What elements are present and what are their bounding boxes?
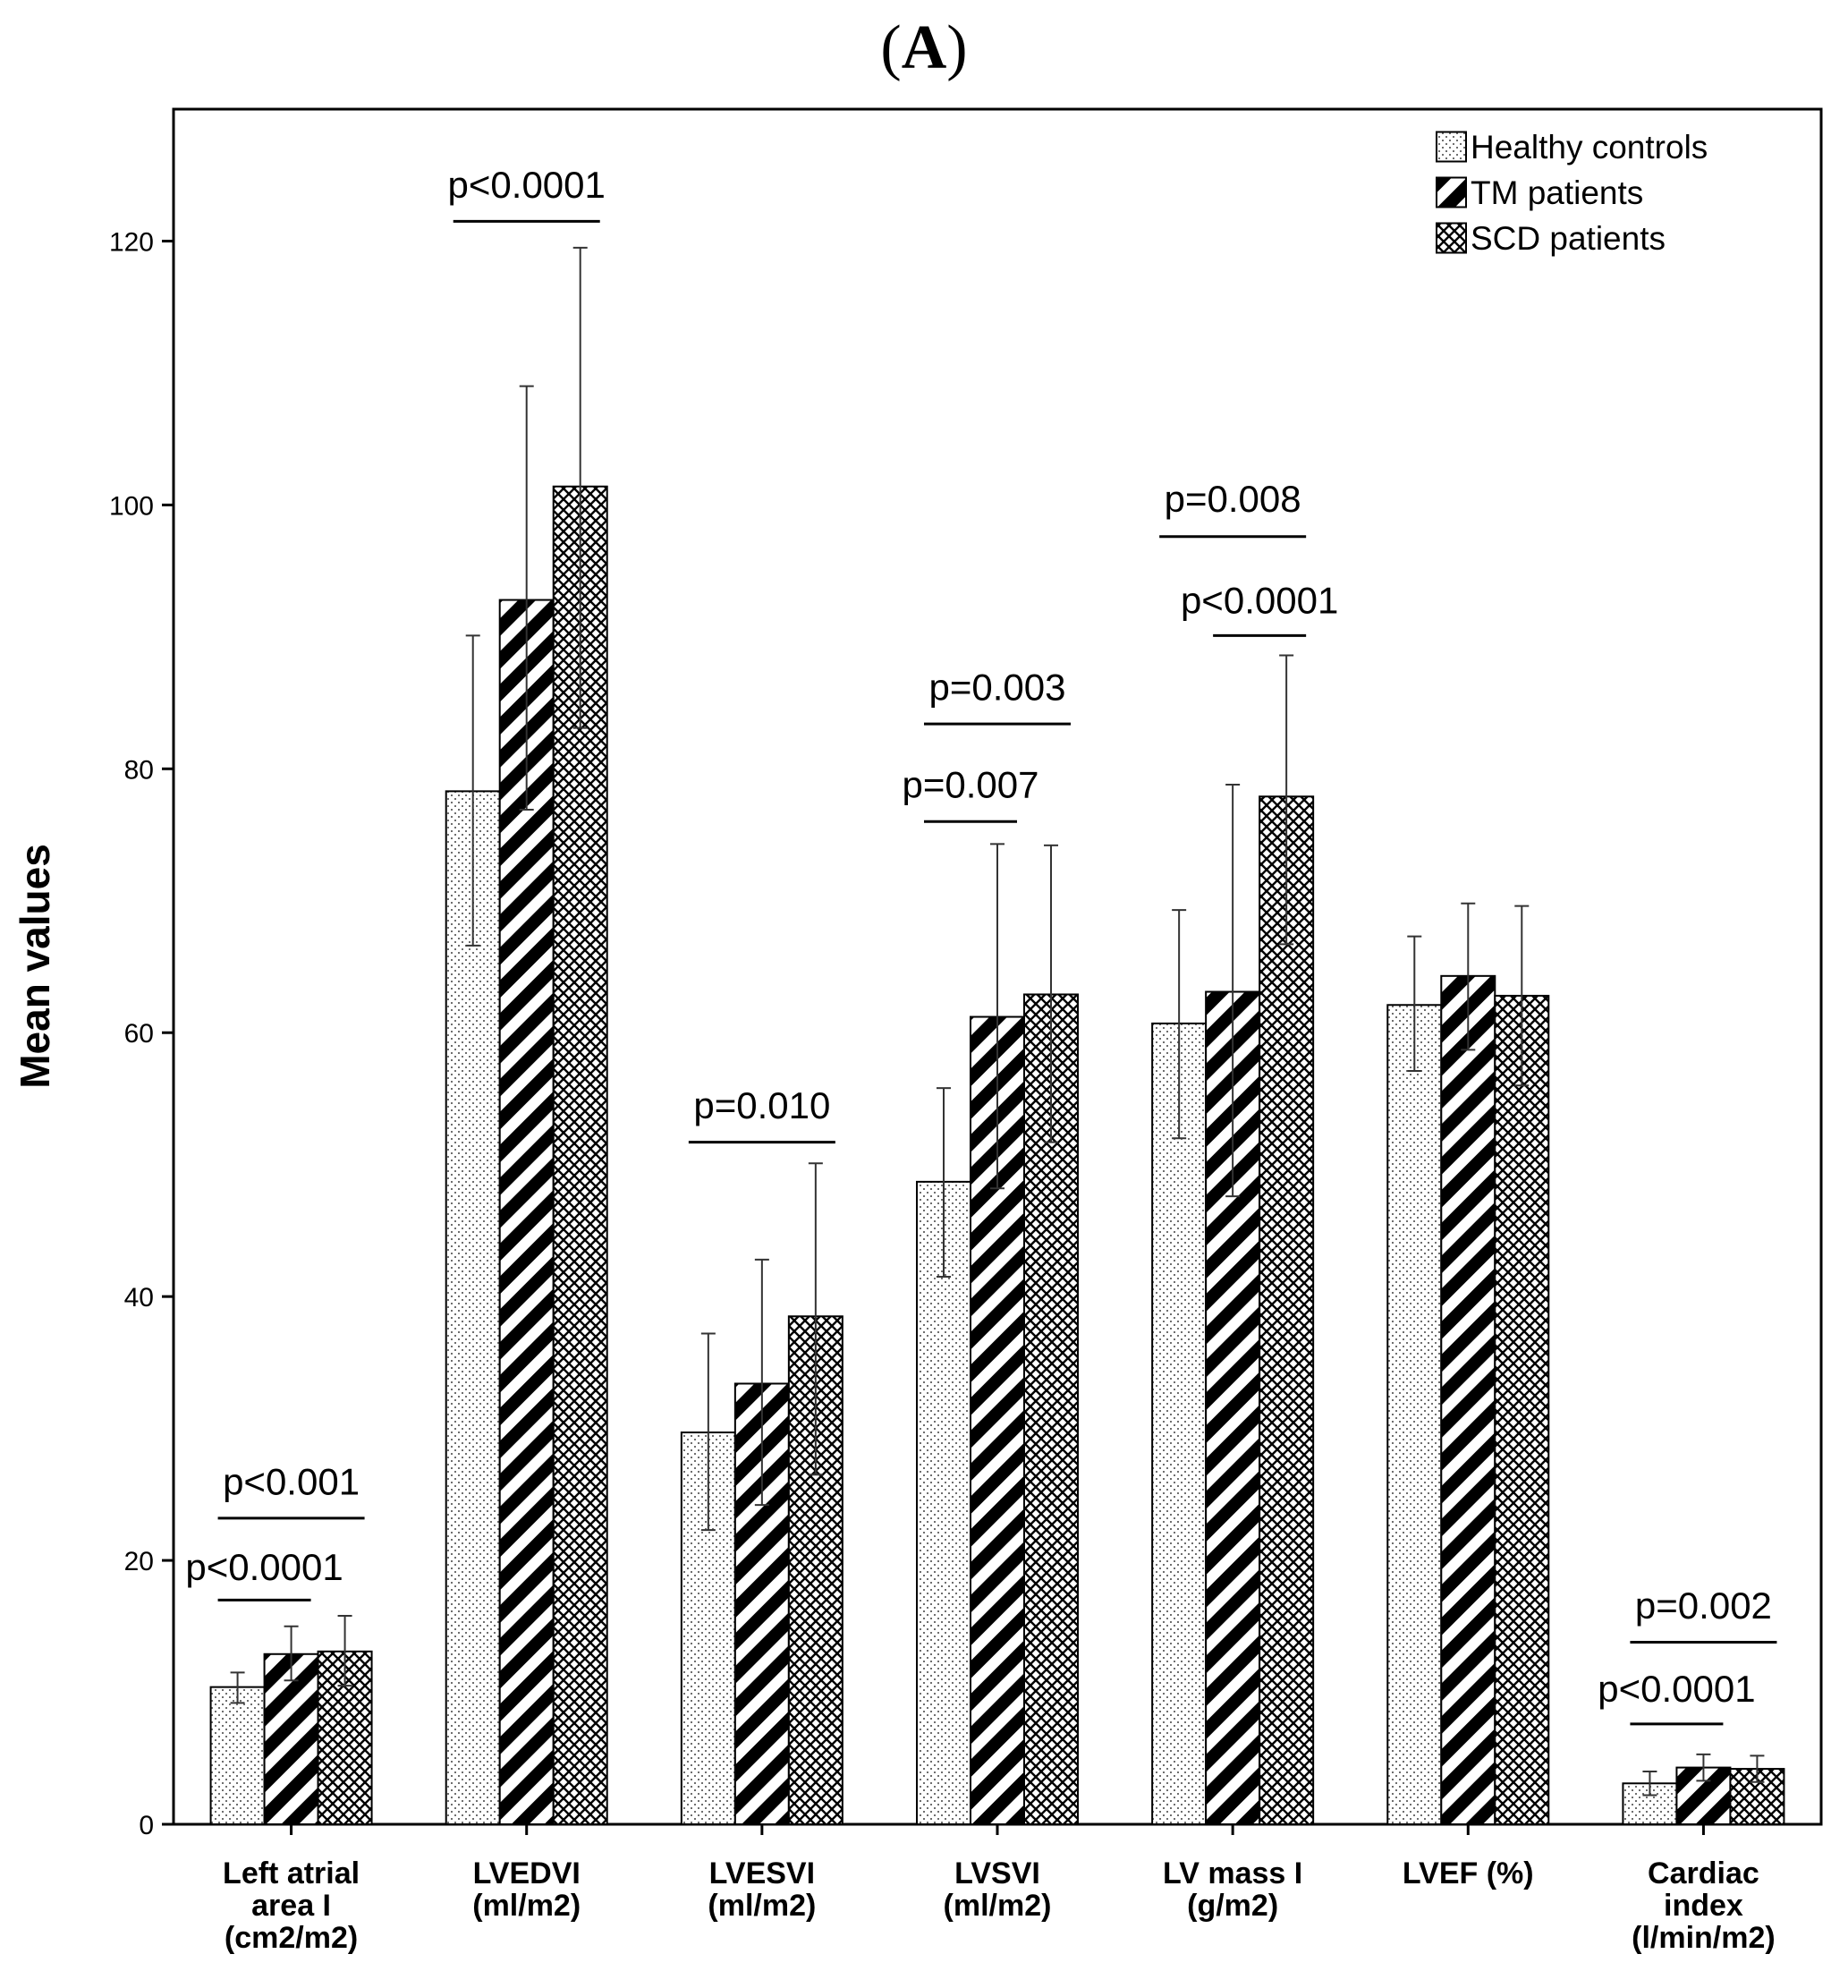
- category-label-line: LV mass I: [1163, 1856, 1302, 1890]
- category-label-line: (ml/m2): [944, 1889, 1052, 1923]
- bar: [1494, 994, 1550, 1825]
- category-label-line: (cm2/m2): [225, 1921, 358, 1955]
- category-label: LVSVI (ml/m2): [944, 1856, 1052, 1923]
- bar: [209, 1686, 266, 1826]
- category-label-line: LVEF (%): [1403, 1856, 1534, 1890]
- panel-label-open: (: [880, 13, 902, 82]
- category-label: LVESVI (ml/m2): [708, 1856, 816, 1923]
- legend-swatch: [1436, 176, 1467, 208]
- legend: Healthy controls TM patients SCD patients: [1436, 129, 1708, 257]
- y-tick-label: 40: [124, 1283, 154, 1313]
- category-label: LVEDVI (ml/m2): [472, 1856, 581, 1923]
- legend-label: SCD patients: [1471, 220, 1666, 257]
- category-label-line: (l/min/m2): [1632, 1921, 1776, 1955]
- panel-label-letter: A: [901, 13, 947, 82]
- panel-label-close: ): [946, 13, 968, 82]
- category-label: LV mass I (g/m2): [1163, 1856, 1302, 1923]
- legend-label: TM patients: [1471, 174, 1643, 211]
- y-axis-title: Mean values: [12, 844, 58, 1089]
- y-tick-label: 100: [109, 491, 154, 521]
- bar: [1259, 795, 1315, 1825]
- significance-label: p<0.0001: [1181, 579, 1338, 621]
- significance-label: p=0.007: [903, 764, 1039, 806]
- category-label-line: LVESVI: [709, 1856, 815, 1890]
- category-label-line: (g/m2): [1187, 1889, 1278, 1923]
- category-label-line: area I: [251, 1889, 331, 1923]
- significance-annotations: p<0.0001 p<0.001 p<0.0001 p=0.010 p=0.007 p=0…: [185, 164, 1777, 1726]
- significance-label: p=0.008: [1165, 478, 1301, 520]
- legend-swatch: [1436, 222, 1467, 254]
- significance-label: p=0.003: [929, 667, 1066, 709]
- error-bars-layer: [230, 246, 1765, 1797]
- legend-label: Healthy controls: [1471, 129, 1708, 166]
- bar: [1151, 1022, 1208, 1825]
- category-label-line: index: [1664, 1889, 1743, 1923]
- significance-label: p=0.010: [693, 1084, 830, 1126]
- bar: [916, 1180, 971, 1825]
- bar: [263, 1652, 319, 1826]
- category-label-line: (ml/m2): [708, 1889, 816, 1923]
- significance-label: p=0.002: [1635, 1584, 1772, 1627]
- y-axis: 0 20 40 60 80 100 120: [109, 227, 174, 1840]
- bar: [1386, 1004, 1443, 1825]
- significance-label: p<0.001: [223, 1460, 360, 1502]
- category-label-line: LVSVI: [954, 1856, 1040, 1890]
- panel-label: (A): [0, 13, 1848, 84]
- category-label-line: Left atrial: [223, 1856, 360, 1890]
- category-label: LVEF (%): [1403, 1856, 1534, 1890]
- significance-label: p<0.0001: [1598, 1668, 1755, 1710]
- legend-swatch: [1436, 131, 1467, 163]
- x-axis: Left atrial area I (cm2/m2)LVEDVI (ml/m2)LV…: [223, 1824, 1776, 1955]
- y-tick-label: 120: [109, 227, 154, 257]
- category-label-line: (ml/m2): [472, 1889, 581, 1923]
- significance-label: p<0.0001: [448, 164, 606, 206]
- category-label-line: Cardiac: [1648, 1856, 1759, 1890]
- category-label-line: LVEDVI: [473, 1856, 581, 1890]
- y-tick-label: 20: [124, 1547, 154, 1576]
- bar: [1440, 974, 1496, 1825]
- category-label: Cardiac index (l/min/m2): [1632, 1856, 1776, 1955]
- y-tick-label: 60: [124, 1019, 154, 1049]
- y-tick-label: 0: [139, 1811, 154, 1840]
- category-label: Left atrial area I (cm2/m2): [223, 1856, 360, 1955]
- y-tick-label: 80: [124, 755, 154, 785]
- significance-label: p<0.0001: [185, 1546, 343, 1588]
